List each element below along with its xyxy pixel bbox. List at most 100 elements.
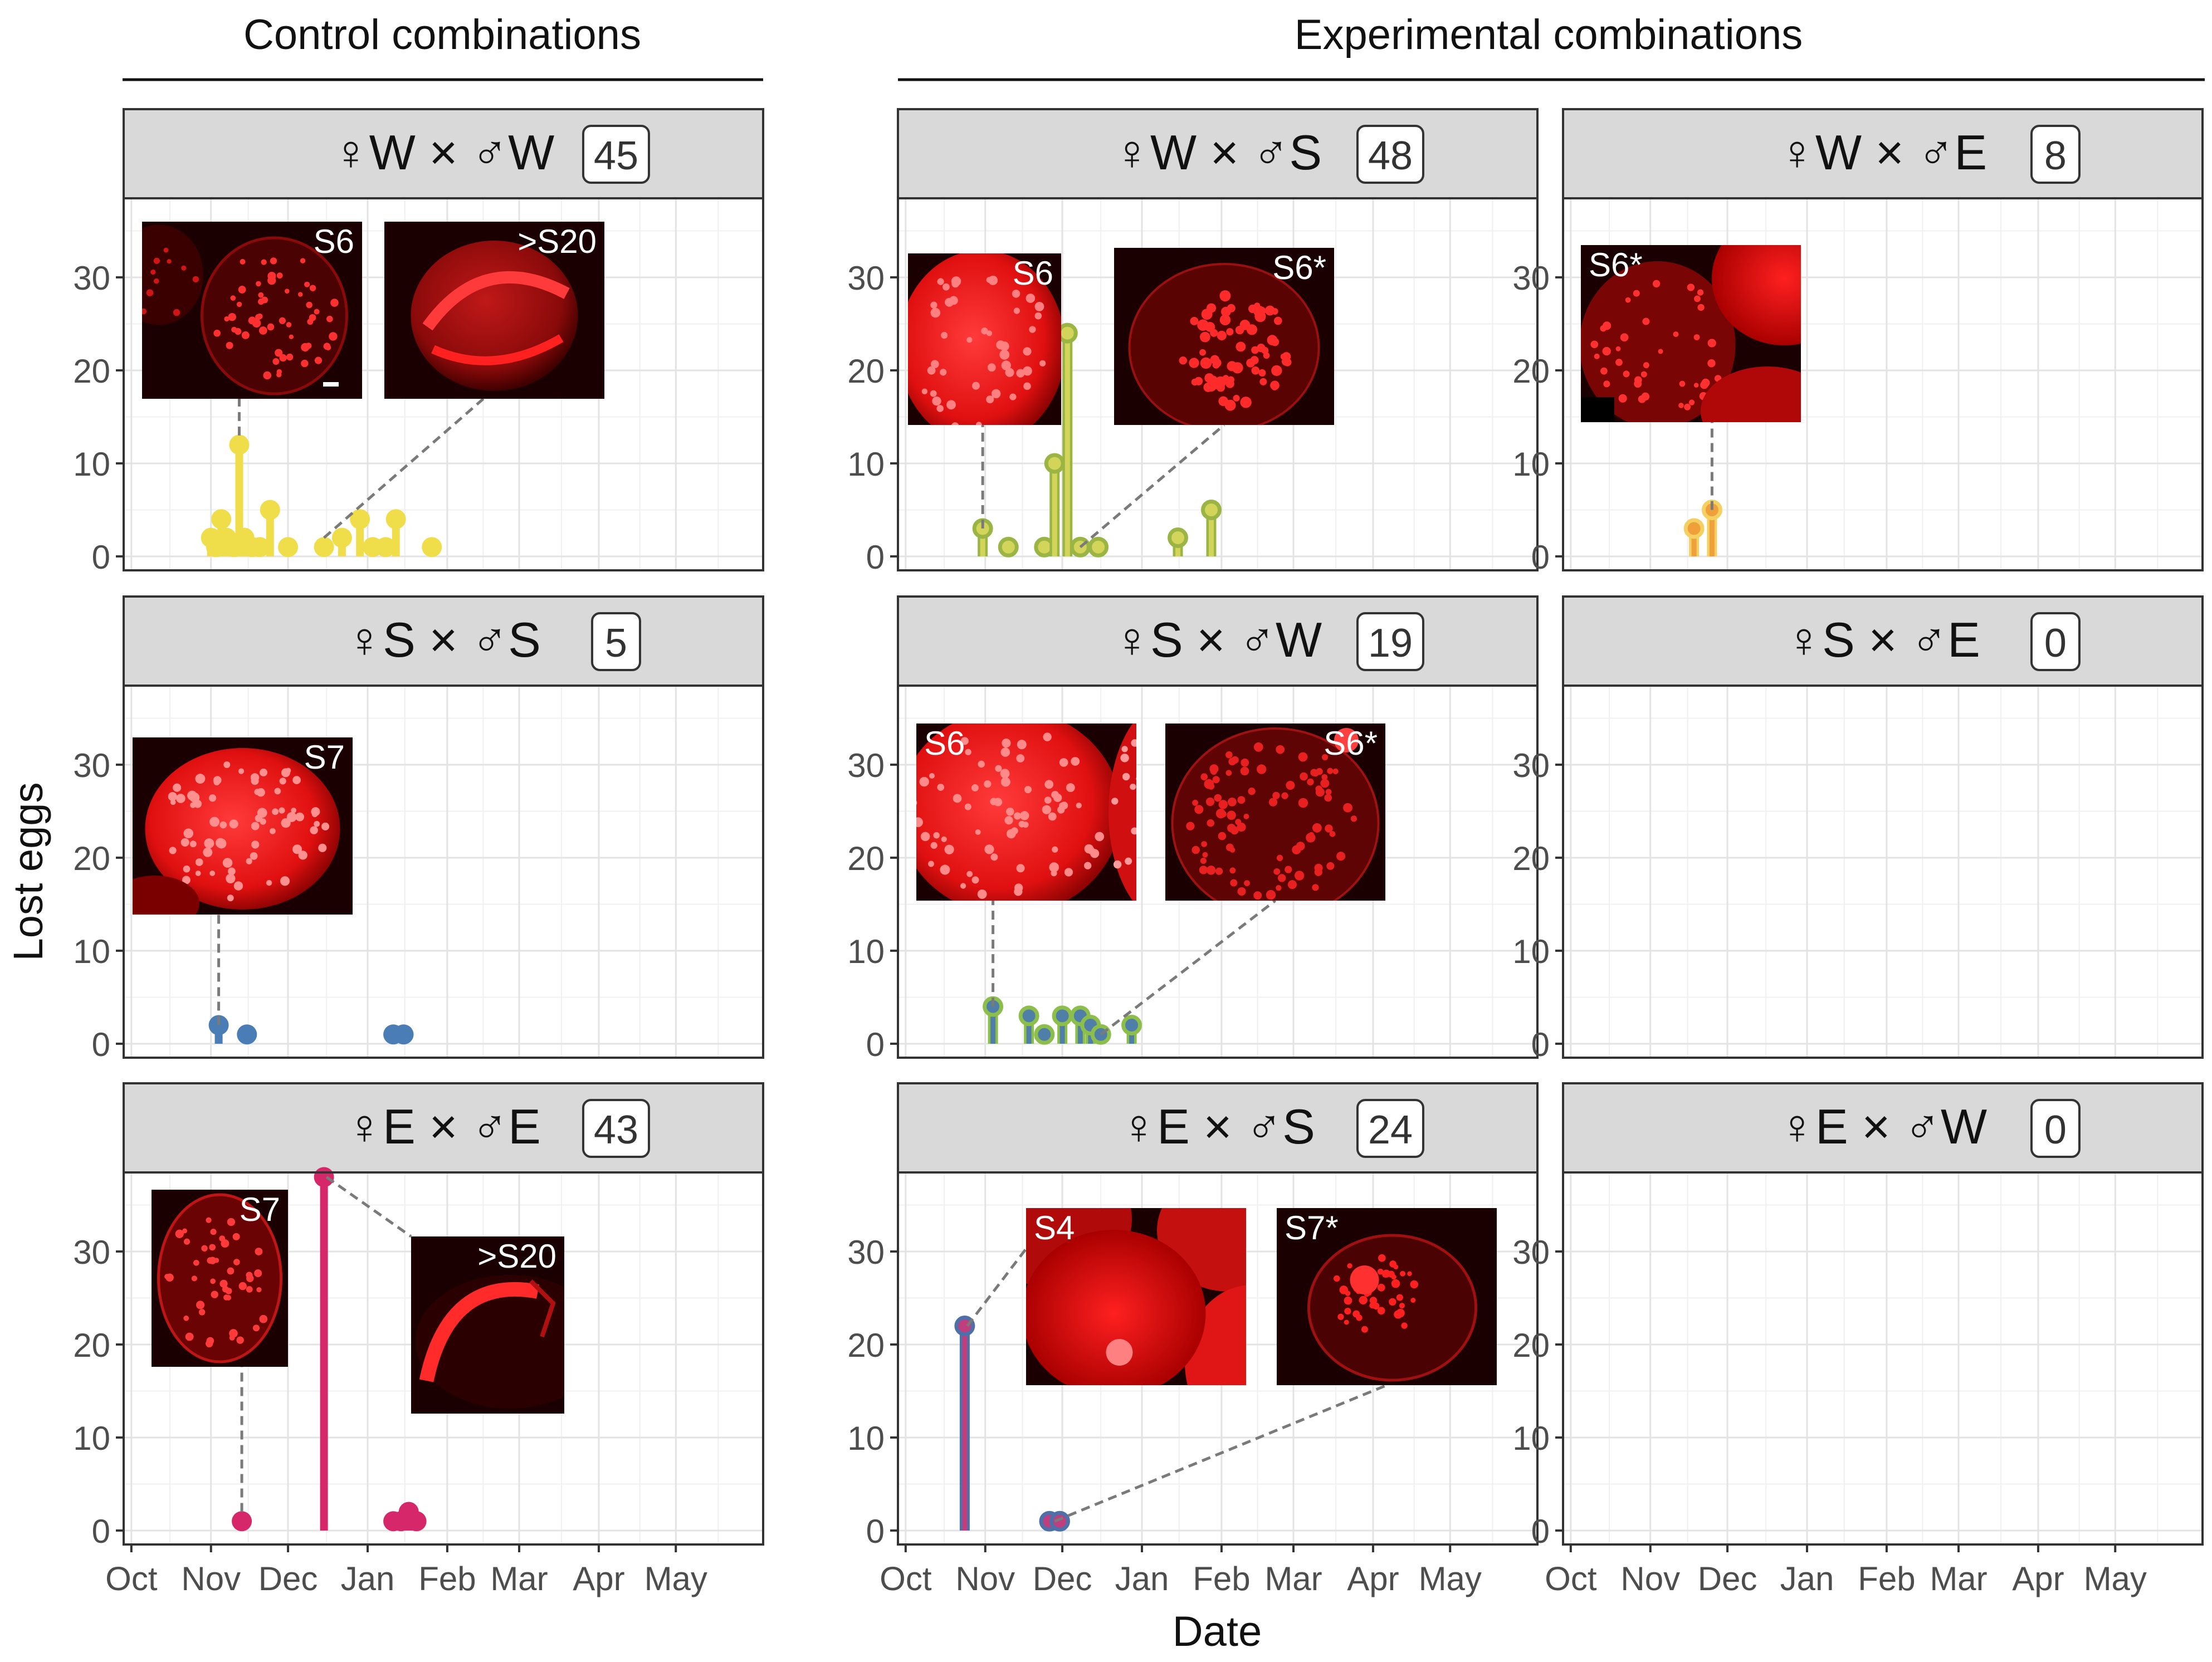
nucleus-dot (1204, 779, 1214, 789)
inset-image (1277, 1208, 1497, 1385)
inset-label: S4 (1034, 1209, 1075, 1246)
nucleus-dot (318, 843, 327, 852)
nucleus-dot (937, 784, 945, 791)
y-tick-label: 10 (1512, 1420, 1550, 1457)
nucleus-dot (227, 894, 234, 902)
nucleus-dot (213, 1258, 219, 1263)
y-tick-label: 0 (1531, 1513, 1550, 1550)
nucleus-dot (1002, 738, 1011, 748)
count-badge-label: 45 (594, 134, 638, 178)
inset-connector (325, 1176, 412, 1238)
nucleus-dot (1016, 864, 1025, 873)
nucleus-dot (329, 332, 338, 341)
bright-spot (1106, 1339, 1133, 1366)
nucleus-dot (208, 794, 217, 802)
inset-label: S7 (304, 739, 345, 776)
inset-image (1581, 245, 1801, 422)
nucleus-dot (193, 799, 202, 808)
y-tick-label: 30 (847, 1234, 885, 1271)
nucleus-dot (1337, 1313, 1344, 1320)
x-tick-label: Jan (341, 1560, 395, 1597)
nucleus-dot (233, 881, 243, 891)
inset-image (1165, 724, 1385, 901)
x-tick-label: Dec (258, 1560, 318, 1597)
nucleus-dot (1603, 380, 1610, 388)
nucleus-dot (274, 788, 281, 795)
panel-title: ♀S × ♂W (1114, 612, 1322, 667)
nucleus-dot (251, 822, 260, 830)
nucleus-dot (1282, 352, 1291, 361)
nucleus-dot (182, 876, 191, 884)
lollipop-head (237, 1024, 257, 1045)
nucleus-dot (1043, 732, 1052, 741)
inset-image (384, 222, 604, 399)
bright-spot (1350, 1265, 1379, 1294)
lollipop-head (1121, 1015, 1142, 1036)
panel-title: ♀S × ♂S (346, 612, 541, 667)
nucleus-dot (1048, 812, 1057, 821)
lollipop-head (1034, 1024, 1055, 1045)
nucleus-dot (951, 280, 960, 288)
nucleus-dot (261, 259, 267, 265)
nucleus-dot (232, 1233, 240, 1240)
nucleus-dot (1207, 303, 1217, 313)
nucleus-dot (213, 329, 221, 337)
nucleus-dot (206, 1217, 212, 1223)
panel-border (897, 197, 1539, 571)
nucleus-dot (966, 336, 973, 343)
lollipop-head (211, 509, 232, 530)
nucleus-dot (1315, 785, 1322, 793)
count-badge-label: 0 (2044, 621, 2067, 666)
egg-body (201, 236, 348, 395)
inset-label: S7* (1285, 1209, 1339, 1246)
nucleus-dot (298, 850, 307, 860)
nucleus-dot (1693, 334, 1700, 341)
nucleus-dot (920, 832, 930, 842)
nucleus-dot (258, 292, 264, 298)
panel-SxS: ♀S × ♂S 5 0 10 20 30 S7 (73, 595, 764, 1063)
nucleus-dot (1215, 867, 1223, 875)
y-tick-label: 20 (73, 1327, 110, 1364)
y-tick-label: 10 (73, 446, 110, 483)
neighbor-egg (133, 876, 199, 915)
nucleus-dot (269, 828, 276, 834)
panel-SxE: ♀S × ♂E 0 0 10 20 30 (1512, 595, 2204, 1063)
nucleus-dot (1594, 353, 1600, 359)
nucleus-dot (953, 794, 962, 803)
inset-label: S7 (240, 1191, 280, 1228)
inset-connector (1100, 900, 1277, 1036)
nucleus-dot (1200, 773, 1208, 781)
nucleus-dot (229, 1335, 235, 1341)
x-tick-label: May (644, 1560, 707, 1597)
nucleus-dot (1084, 862, 1092, 869)
nucleus-dot (1697, 289, 1704, 296)
nucleus-dot (930, 360, 939, 369)
nucleus-dot (1312, 884, 1319, 891)
nucleus-dot (1013, 812, 1022, 820)
nucleus-dot (1345, 1291, 1351, 1296)
nucleus-dot (1377, 1268, 1384, 1275)
nucleus-dot (236, 301, 242, 307)
lollipop-head (232, 1511, 252, 1532)
nucleus-dot (991, 389, 1001, 399)
nucleus-dot (1287, 880, 1297, 889)
y-tick-label: 20 (1512, 1327, 1550, 1364)
nucleus-dot (1051, 791, 1059, 799)
nucleus-dot (986, 330, 993, 336)
y-tick-label: 30 (73, 260, 110, 297)
nucleus-dot (1076, 802, 1082, 809)
nucleus-dot (1071, 756, 1080, 766)
neighbor-egg (1701, 366, 1801, 422)
nucleus-dot (286, 812, 297, 822)
nucleus-dot (229, 819, 238, 829)
nucleus-dot (1640, 371, 1647, 378)
bright-spot (1334, 728, 1359, 752)
nucleus-dot (1623, 370, 1630, 378)
panel-strip (123, 108, 764, 199)
inset-label: S6* (1589, 246, 1643, 283)
y-tick-label: 20 (847, 353, 885, 390)
nucleus-dot (1023, 347, 1032, 356)
nucleus-dot (1227, 361, 1237, 371)
nucleus-dot (1407, 1271, 1412, 1277)
lollipop-head (229, 434, 250, 455)
